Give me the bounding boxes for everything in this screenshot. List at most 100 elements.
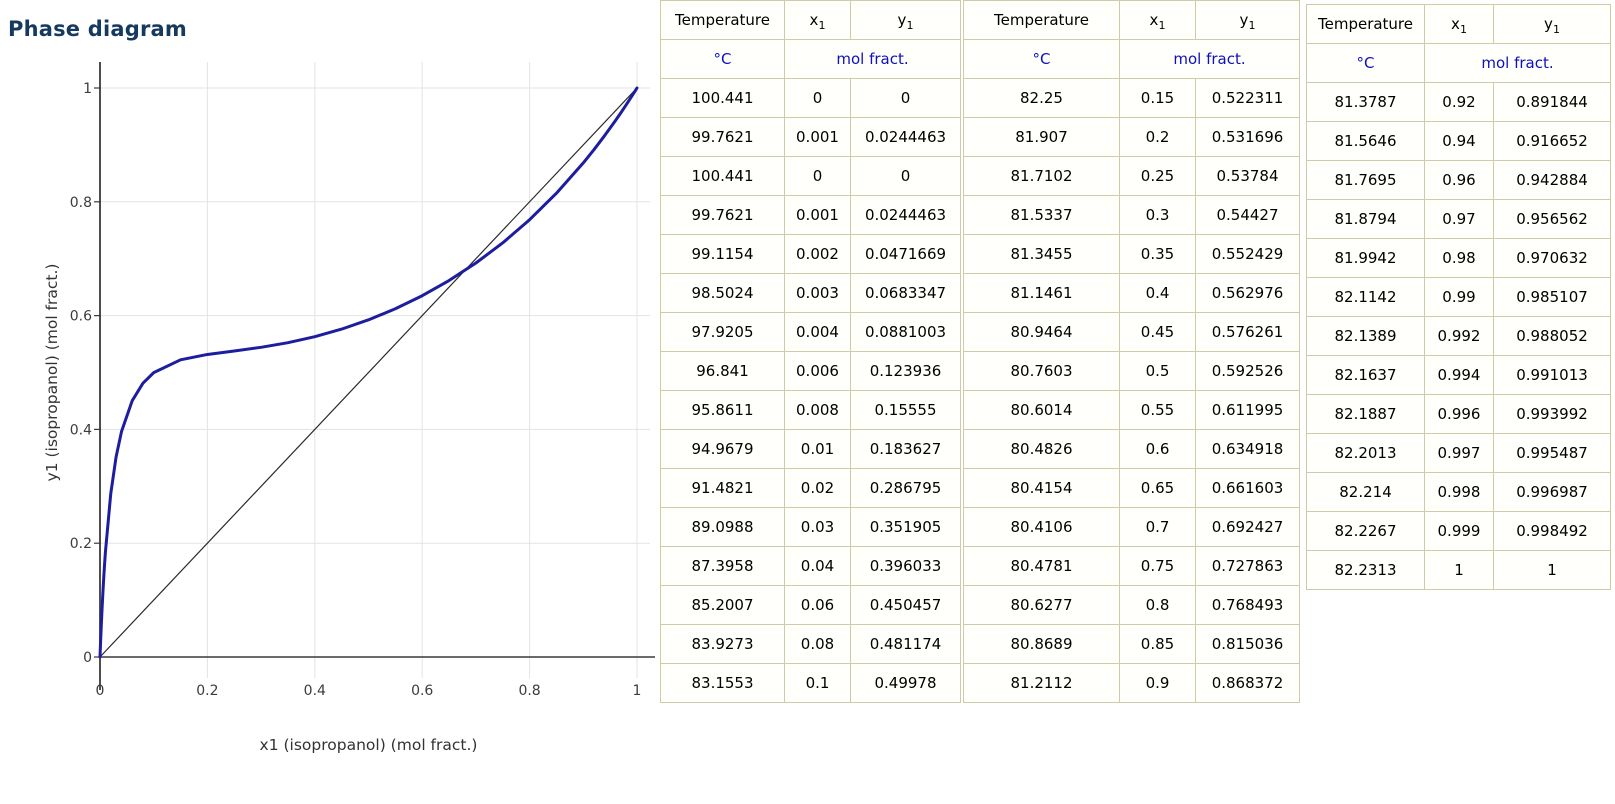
table-cell: 0.692427 [1195,507,1300,547]
table-row: 81.8794 0.97 0.956562 [1306,199,1611,239]
table-cell: 82.1142 [1306,277,1425,317]
table-cell: 82.1887 [1306,394,1425,434]
table-cell: 82.2013 [1306,433,1425,473]
table-row: 80.9464 0.45 0.576261 [963,312,1300,352]
x-tick-label: 0.8 [518,683,540,699]
table-cell: 83.9273 [660,624,785,664]
table-header-row: Temperature x1 y1 [963,0,1300,40]
table-row: 81.2112 0.9 0.868372 [963,663,1300,703]
table-row: 99.1154 0.002 0.0471669 [660,234,961,274]
table-cell: 0.6 [1119,429,1196,469]
table-cell: 89.0988 [660,507,785,547]
table-cell: 0.15555 [850,390,961,430]
table-cell: 0.396033 [850,546,961,586]
table-cell: 0.96 [1424,160,1494,200]
table-cell: 0.522311 [1195,78,1300,118]
table-row: 82.25 0.15 0.522311 [963,78,1300,118]
table-cell: 0.35 [1119,234,1196,274]
table-cell: 0.998 [1424,472,1494,512]
table-cell: 0.002 [784,234,851,274]
table-row: 89.0988 0.03 0.351905 [660,507,961,547]
table-cell: 82.214 [1306,472,1425,512]
table-cell: 81.7102 [963,156,1120,196]
table-cell: 0.998492 [1493,511,1611,551]
table-cell: 0.592526 [1195,351,1300,391]
table-cell: 80.7603 [963,351,1120,391]
table-cell: 81.7695 [1306,160,1425,200]
table-cell: 0.634918 [1195,429,1300,469]
table-cell: 0.4 [1119,273,1196,313]
table-row: 81.9942 0.98 0.970632 [1306,238,1611,278]
table-cell: 0 [784,156,851,196]
table-cell: 80.9464 [963,312,1120,352]
table-cell: 1 [1424,550,1494,590]
table-cell: 81.907 [963,117,1120,157]
table-cell: 80.4106 [963,507,1120,547]
table-row: 95.8611 0.008 0.15555 [660,390,961,430]
table-cell: 0 [850,156,961,196]
table-row: 80.4781 0.75 0.727863 [963,546,1300,586]
table-cell: 0.2 [1119,117,1196,157]
table-row: 80.6014 0.55 0.611995 [963,390,1300,430]
table-cell: 81.9942 [1306,238,1425,278]
fraction-unit: mol fract. [1119,39,1300,79]
table-row: 98.5024 0.003 0.0683347 [660,273,961,313]
equilibrium-table-2: Temperature x1 y1 °C mol fract. 82.25 0.1… [963,0,1300,703]
table-cell: 0.993992 [1493,394,1611,434]
table-cell: 99.7621 [660,195,785,235]
table-cell: 0.0683347 [850,273,961,313]
table-cell: 80.4781 [963,546,1120,586]
table-cell: 0.08 [784,624,851,664]
table-cell: 0.003 [784,273,851,313]
y1-header: y1 [1195,0,1300,40]
table-cell: 0.04 [784,546,851,586]
equilibrium-table-1: Temperature x1 y1 °C mol fract. 100.441 0… [660,0,961,703]
table-cell: 91.4821 [660,468,785,508]
table-cell: 81.5337 [963,195,1120,235]
table-row: 82.2267 0.999 0.998492 [1306,511,1611,551]
table-cell: 0.985107 [1493,277,1611,317]
x-tick-label: 0.2 [196,683,218,699]
table-cell: 0.01 [784,429,851,469]
table-row: 82.1887 0.996 0.993992 [1306,394,1611,434]
table-row: 85.2007 0.06 0.450457 [660,585,961,625]
y-tick-label: 0.8 [70,195,92,211]
temperature-header: Temperature [660,0,785,40]
table-row: 97.9205 0.004 0.0881003 [660,312,961,352]
table-cell: 0.531696 [1195,117,1300,157]
fraction-unit: mol fract. [1424,43,1611,83]
temperature-header: Temperature [963,0,1120,40]
table-cell: 0.996987 [1493,472,1611,512]
table-cell: 87.3958 [660,546,785,586]
table-cell: 0.0881003 [850,312,961,352]
table-cell: 82.25 [963,78,1120,118]
table-cell: 0.53784 [1195,156,1300,196]
table-cell: 0.868372 [1195,663,1300,703]
table-units-row: °C mol fract. [963,39,1300,79]
table-cell: 0.450457 [850,585,961,625]
table-cell: 0.008 [784,390,851,430]
table-cell: 0.001 [784,195,851,235]
table-cell: 0.286795 [850,468,961,508]
table-cell: 80.6014 [963,390,1120,430]
table-row: 80.6277 0.8 0.768493 [963,585,1300,625]
table-cell: 80.4826 [963,429,1120,469]
table-cell: 0.65 [1119,468,1196,508]
table-cell: 82.2313 [1306,550,1425,590]
table-cell: 0.916652 [1493,121,1611,161]
table-cell: 82.2267 [1306,511,1425,551]
page-title: Phase diagram [8,17,188,41]
table-cell: 0.891844 [1493,82,1611,122]
table-row: 91.4821 0.02 0.286795 [660,468,961,508]
table-cell: 99.1154 [660,234,785,274]
table-cell: 94.9679 [660,429,785,469]
table-cell: 0.942884 [1493,160,1611,200]
table-cell: 0.956562 [1493,199,1611,239]
table-units-row: °C mol fract. [660,39,961,79]
x1-header: x1 [1119,0,1196,40]
table-cell: 0.481174 [850,624,961,664]
table-row: 82.1389 0.992 0.988052 [1306,316,1611,356]
table-cell: 0.0244463 [850,195,961,235]
table-cell: 0.001 [784,117,851,157]
table-cell: 83.1553 [660,663,785,703]
